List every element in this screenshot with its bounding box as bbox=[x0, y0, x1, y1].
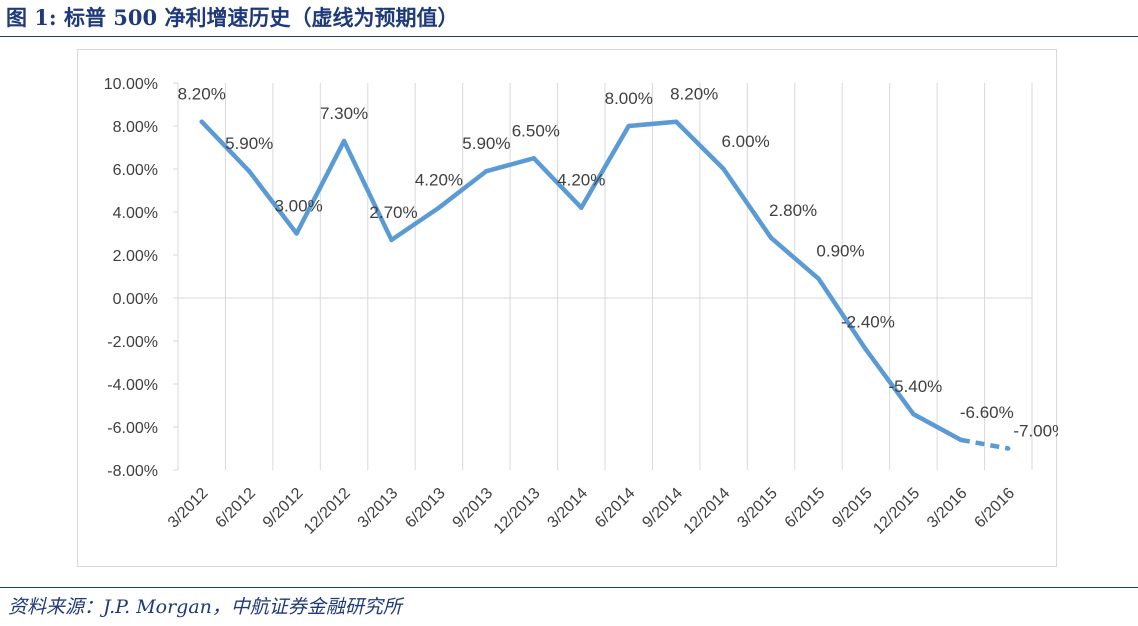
y-tick-label: -6.00% bbox=[107, 420, 158, 437]
data-point bbox=[341, 138, 347, 144]
source-note: 资料来源：J.P. Morgan，中航证券金融研究所 bbox=[8, 596, 402, 618]
x-tick-label: 6/2016 bbox=[971, 485, 1018, 532]
x-tick-label: 6/2014 bbox=[592, 485, 639, 532]
x-tick-label: 12/2013 bbox=[491, 485, 544, 538]
data-label: -5.40% bbox=[888, 377, 942, 396]
data-label: 5.90% bbox=[225, 134, 273, 153]
x-tick-label: 6/2013 bbox=[402, 485, 449, 532]
data-point bbox=[911, 411, 916, 417]
x-tick-label: 9/2015 bbox=[829, 485, 876, 532]
data-label: 8.20% bbox=[670, 85, 718, 104]
data-label: 8.00% bbox=[605, 89, 653, 108]
data-point bbox=[626, 123, 631, 129]
data-label: -6.60% bbox=[960, 403, 1014, 422]
data-point bbox=[721, 166, 726, 172]
data-point bbox=[673, 119, 679, 124]
figure-title: 图 1: 标普 500 净利增速历史（虚线为预期值） bbox=[6, 5, 459, 30]
line-chart: 10.00% 8.00% 6.00% 4.00% 2.00% 0.00% -2.00% -4.… bbox=[104, 76, 1058, 538]
data-point bbox=[389, 237, 394, 243]
x-tick-label: 12/2014 bbox=[681, 485, 734, 538]
series-line-actual bbox=[199, 119, 964, 443]
x-tick-label: 3/2013 bbox=[355, 485, 402, 532]
series-line-forecast bbox=[960, 437, 1009, 451]
data-point bbox=[436, 205, 442, 210]
x-tick-label: 6/2012 bbox=[212, 485, 259, 532]
x-tick-label: 3/2014 bbox=[544, 485, 591, 532]
y-tick-label: 6.00% bbox=[113, 162, 158, 179]
x-tick-label: 9/2012 bbox=[260, 485, 307, 532]
data-point bbox=[199, 119, 204, 124]
title-divider bbox=[0, 36, 1138, 37]
y-tick-label: 2.00% bbox=[113, 248, 158, 265]
y-tick-label: -4.00% bbox=[107, 377, 158, 394]
data-label: 3.00% bbox=[275, 197, 323, 216]
x-tick-label: 9/2014 bbox=[639, 485, 686, 532]
data-label: 5.90% bbox=[462, 134, 510, 153]
x-tick-label: 12/2015 bbox=[870, 485, 923, 538]
data-point bbox=[816, 276, 821, 281]
data-label: 8.20% bbox=[178, 85, 226, 104]
data-label: 2.70% bbox=[369, 203, 417, 222]
x-tick-label: 3/2012 bbox=[165, 485, 212, 532]
x-tick-label: 9/2013 bbox=[450, 485, 497, 532]
data-point bbox=[863, 347, 869, 352]
data-point bbox=[1006, 446, 1011, 451]
data-label: 7.30% bbox=[320, 104, 368, 123]
chart-area: 10.00% 8.00% 6.00% 4.00% 2.00% 0.00% -2.00% -4.… bbox=[77, 49, 1058, 567]
y-tick-label: -8.00% bbox=[107, 463, 158, 480]
data-point bbox=[579, 205, 584, 210]
x-tick-label: 3/2015 bbox=[734, 485, 781, 532]
data-point bbox=[768, 235, 774, 240]
x-tick-label: 6/2015 bbox=[782, 485, 829, 532]
data-label: 4.20% bbox=[557, 171, 605, 190]
data-point bbox=[294, 231, 299, 236]
y-tick-label: 10.00% bbox=[104, 76, 158, 93]
data-label: -7.00% bbox=[1013, 422, 1058, 441]
y-tick-label: 8.00% bbox=[113, 119, 158, 136]
data-label: 4.20% bbox=[415, 171, 463, 190]
data-point bbox=[246, 168, 252, 174]
source-divider bbox=[0, 587, 1138, 588]
x-tick-label: 3/2016 bbox=[924, 485, 971, 532]
y-tick-label: 4.00% bbox=[113, 205, 158, 222]
data-label: 2.80% bbox=[769, 201, 817, 220]
data-point bbox=[531, 156, 537, 161]
y-tick-label: 0.00% bbox=[113, 291, 158, 308]
data-label: 0.90% bbox=[816, 242, 864, 261]
x-tick-label: 12/2012 bbox=[301, 485, 354, 538]
data-point bbox=[958, 437, 964, 443]
data-label: 6.00% bbox=[722, 132, 770, 151]
data-point bbox=[484, 168, 489, 174]
y-tick-label: -2.00% bbox=[107, 334, 158, 351]
data-label: -2.40% bbox=[841, 313, 895, 332]
data-label: 6.50% bbox=[512, 121, 560, 140]
